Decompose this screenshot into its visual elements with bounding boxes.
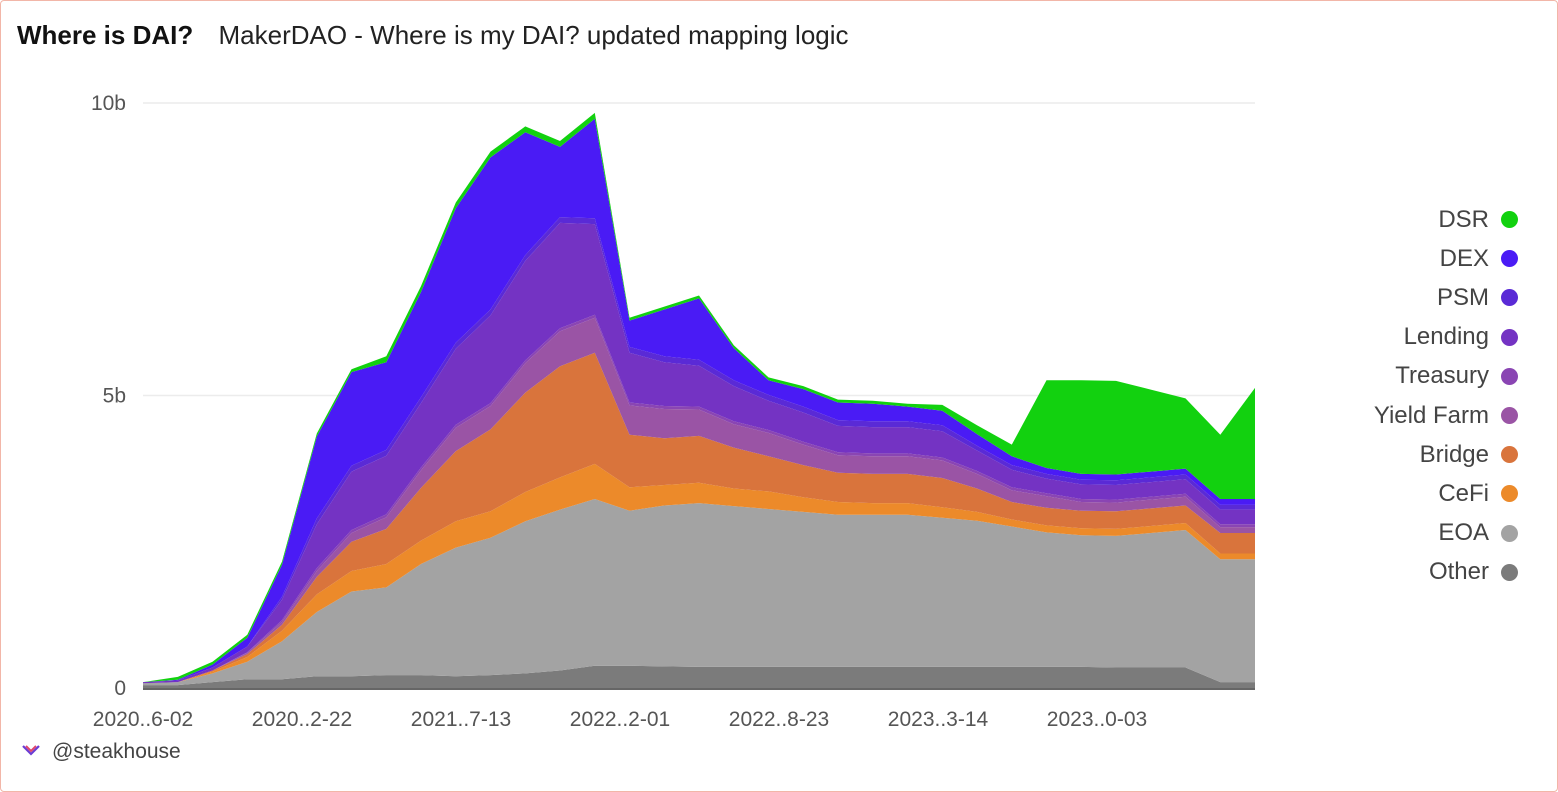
legend-item-eoa[interactable]: EOA — [1374, 514, 1518, 553]
legend-item-psm[interactable]: PSM — [1374, 278, 1518, 317]
x-tick-label: 2021..7-13 — [411, 708, 511, 731]
x-tick-label: 2023..3-14 — [888, 708, 989, 731]
area-series-other — [143, 665, 1255, 688]
steakhouse-logo-icon — [22, 740, 40, 764]
area-series-yield-farm — [143, 317, 1255, 684]
legend-item-treasury[interactable]: Treasury — [1374, 357, 1518, 396]
legend-label: Treasury — [1395, 362, 1489, 390]
legend-swatch — [1501, 289, 1518, 307]
area-series-bridge — [143, 352, 1255, 684]
chart-title: Where is DAI? — [17, 20, 194, 50]
legend-label: Other — [1428, 558, 1489, 586]
area-series-dex — [143, 118, 1255, 683]
footer-handle: @steakhouse — [52, 740, 181, 763]
legend-swatch — [1501, 250, 1518, 268]
area-series-group — [143, 112, 1255, 688]
legend-swatch — [1501, 407, 1518, 425]
area-series-cefi — [143, 463, 1255, 684]
legend-item-yield-farm[interactable]: Yield Farm — [1374, 396, 1518, 435]
legend-item-dsr[interactable]: DSR — [1374, 200, 1518, 239]
legend-label: DEX — [1439, 244, 1489, 272]
legend-swatch — [1501, 563, 1518, 581]
y-tick-label: 5b — [103, 385, 126, 408]
legend-item-dex[interactable]: DEX — [1374, 239, 1518, 278]
legend-label: PSM — [1436, 283, 1489, 311]
x-tick-label: 2022..2-01 — [570, 708, 670, 731]
legend-item-bridge[interactable]: Bridge — [1374, 435, 1518, 474]
legend-item-other[interactable]: Other — [1374, 553, 1518, 592]
area-series-treasury — [143, 314, 1255, 684]
legend-item-lending[interactable]: Lending — [1374, 318, 1518, 357]
legend-item-cefi[interactable]: CeFi — [1374, 474, 1518, 513]
legend-label: Lending — [1403, 323, 1489, 351]
legend-swatch — [1501, 211, 1518, 229]
legend-label: CeFi — [1438, 479, 1489, 507]
area-series-eoa — [143, 499, 1255, 686]
footer: @steakhouse — [22, 740, 181, 764]
y-tick-label: 0 — [114, 677, 126, 700]
legend-label: DSR — [1438, 205, 1489, 233]
legend-swatch — [1501, 367, 1518, 385]
y-tick-label: 10b — [91, 92, 126, 115]
chart-subtitle: MakerDAO - Where is my DAI? updated mapp… — [218, 20, 849, 50]
legend-swatch — [1501, 328, 1518, 346]
x-tick-label: 2023..0-03 — [1047, 708, 1147, 731]
chart-header: Where is DAI? MakerDAO - Where is my DAI… — [17, 20, 849, 51]
legend-swatch — [1501, 524, 1518, 542]
legend-label: EOA — [1438, 519, 1489, 547]
legend-label: Bridge — [1419, 440, 1489, 468]
chart-legend: DSR DEX PSM Lending Treasury Yield Farm Bridge… — [1374, 200, 1518, 592]
x-tick-label: 2020..6-02 — [93, 708, 193, 731]
x-tick-label: 2020..2-22 — [252, 708, 352, 731]
legend-swatch — [1501, 485, 1518, 503]
area-series-lending — [143, 222, 1255, 684]
axis-group: 0 5b 10b 2020..6-02 2020..2-22 2021..7-13 2022… — [91, 92, 1255, 731]
x-tick-label: 2022..8-23 — [729, 708, 829, 731]
legend-label: Yield Farm — [1373, 401, 1489, 429]
legend-swatch — [1501, 446, 1518, 464]
